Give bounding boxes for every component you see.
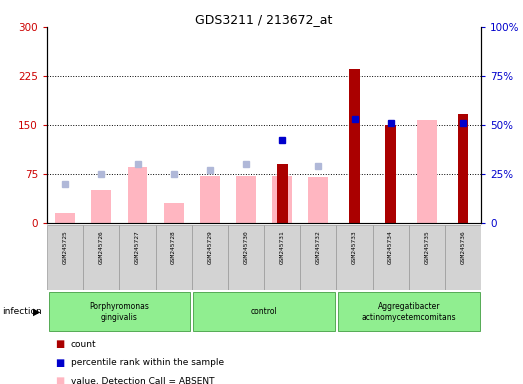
Bar [277, 164, 288, 223]
Text: percentile rank within the sample: percentile rank within the sample [71, 358, 224, 367]
Text: GSM245733: GSM245733 [352, 230, 357, 263]
Bar [200, 176, 220, 223]
Text: Aggregatibacter
actinomycetemcomitans: Aggregatibacter actinomycetemcomitans [361, 302, 456, 321]
Bar [47, 225, 83, 290]
Bar [264, 225, 300, 290]
Bar [336, 225, 372, 290]
Text: ■: ■ [55, 358, 64, 368]
Title: GDS3211 / 213672_at: GDS3211 / 213672_at [196, 13, 333, 26]
Text: GSM245731: GSM245731 [280, 230, 285, 263]
Text: ■: ■ [55, 376, 64, 384]
Bar [409, 225, 445, 290]
Bar [192, 225, 228, 290]
Bar [417, 119, 437, 223]
Text: GSM245725: GSM245725 [63, 230, 67, 263]
Text: infection: infection [3, 307, 42, 316]
Bar [300, 225, 336, 290]
Bar [228, 225, 264, 290]
Text: ▶: ▶ [33, 307, 41, 317]
Bar [92, 190, 111, 223]
Bar [445, 225, 481, 290]
Bar [164, 203, 184, 223]
Bar [83, 225, 119, 290]
Bar [458, 114, 469, 223]
Bar [236, 176, 256, 223]
Text: GSM245736: GSM245736 [461, 230, 465, 263]
Text: control: control [251, 307, 278, 316]
Text: GSM245728: GSM245728 [171, 230, 176, 263]
Text: value, Detection Call = ABSENT: value, Detection Call = ABSENT [71, 377, 214, 384]
Bar [55, 213, 75, 223]
Text: ■: ■ [55, 339, 64, 349]
Bar [372, 225, 409, 290]
Text: count: count [71, 340, 96, 349]
Bar [156, 225, 192, 290]
Bar [272, 176, 292, 223]
Bar [193, 292, 335, 331]
Bar [338, 292, 480, 331]
Bar [128, 167, 147, 223]
Text: GSM245726: GSM245726 [99, 230, 104, 263]
Text: GSM245734: GSM245734 [388, 230, 393, 263]
Text: GSM245727: GSM245727 [135, 230, 140, 263]
Text: GSM245730: GSM245730 [244, 230, 248, 263]
Text: GSM245732: GSM245732 [316, 230, 321, 263]
Bar [349, 70, 360, 223]
Bar [309, 177, 328, 223]
Text: GSM245735: GSM245735 [424, 230, 429, 263]
Text: GSM245729: GSM245729 [207, 230, 212, 263]
Bar [119, 225, 155, 290]
Text: Porphyromonas
gingivalis: Porphyromonas gingivalis [89, 302, 150, 321]
Bar [385, 125, 396, 223]
Bar [49, 292, 190, 331]
